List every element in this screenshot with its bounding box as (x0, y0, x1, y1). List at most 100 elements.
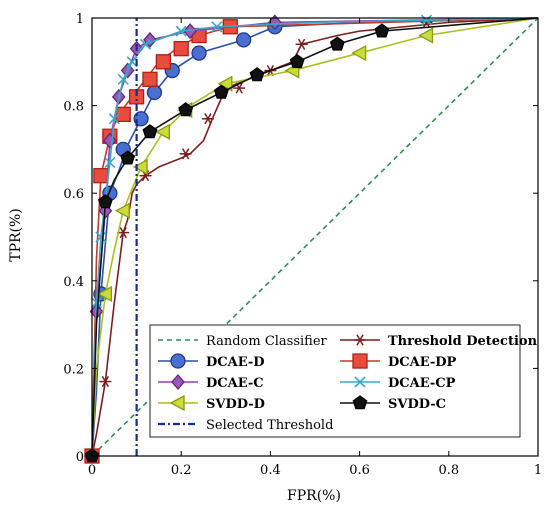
x-stroke (95, 231, 107, 243)
series-line-threshold-detection (91, 17, 539, 457)
x-tick-label: 0.2 (171, 463, 192, 478)
asterisk-stroke (235, 82, 243, 94)
x-stroke (420, 14, 433, 26)
x-stroke (108, 113, 120, 125)
legend-swatch-marker (354, 376, 366, 388)
legend-swatch-marker (352, 395, 368, 410)
svdd-c-point (374, 23, 390, 38)
svdd-d-point (132, 158, 148, 176)
svdd-c-point (213, 84, 229, 99)
threshold-detection-point (99, 375, 112, 388)
x-tick-label: 0.6 (349, 463, 370, 478)
svdd-d-point (418, 27, 434, 44)
x-stroke (211, 21, 223, 33)
asterisk-stroke (356, 334, 364, 346)
x-stroke (90, 297, 103, 309)
y-axis-label: TPR(%) (8, 208, 24, 262)
asterisk-stroke (119, 227, 127, 239)
legend-swatch-marker (354, 334, 366, 346)
legend-item-dcae-c: DCAE-C (158, 374, 264, 391)
legend-item-dcae-cp: DCAE-CP (340, 376, 456, 391)
legend-swatch-marker (352, 353, 368, 369)
dcae-d-point (235, 32, 252, 48)
dcae-cp-point (211, 21, 223, 33)
y-tick-label: 0.2 (63, 362, 84, 377)
dcae-cp-point (104, 156, 116, 169)
threshold-detection-point (295, 38, 308, 50)
asterisk-stroke (101, 375, 110, 388)
axes: 00 0.2 0.2 0.4 0.4 0.6 0.6 0.8 0.8 1 1 (63, 12, 542, 478)
svdd-c-point (142, 124, 158, 139)
threshold-detection-point (201, 113, 214, 125)
dcae-d-point (146, 84, 163, 101)
x-axis-label: FPR(%) (287, 488, 341, 504)
svdd-d-point (97, 285, 113, 303)
legend-label: SVDD-D (206, 397, 265, 412)
series-dcae-cp (90, 14, 539, 457)
legend-item-threshold-detection: Threshold Detection (340, 334, 538, 349)
x-stroke (104, 156, 116, 169)
threshold-detection-point (117, 227, 130, 239)
dcae-cp-point (108, 113, 120, 125)
svdd-c-point (289, 53, 305, 69)
svdd-c-point (120, 150, 136, 165)
legend-swatch-marker (171, 374, 185, 390)
legend-label: Random Classifier (206, 334, 328, 349)
dcae-dp-point (93, 168, 109, 184)
plot-frame (91, 17, 539, 457)
dcae-dp-point (115, 106, 131, 123)
legend-label: DCAE-C (206, 376, 264, 391)
legend-item-selected-threshold: Selected Threshold (158, 418, 333, 433)
svdd-d-point (154, 123, 171, 140)
asterisk-stroke (182, 148, 190, 160)
dcae-cp-point (117, 73, 129, 85)
legend-swatch-marker (169, 394, 185, 412)
series-svdd-c (84, 17, 539, 463)
x-stroke (354, 376, 366, 388)
dcae-dp-point (155, 54, 172, 70)
x-stroke (126, 56, 138, 68)
dcae-cp-point (175, 25, 187, 37)
svdd-c-point (97, 194, 113, 209)
legend-item-random-classifier: Random Classifier (158, 334, 328, 349)
series-layer (84, 14, 539, 464)
dcae-dp-point (173, 41, 189, 57)
y-tick-label: 1 (76, 12, 84, 27)
legend-label: SVDD-C (388, 397, 446, 412)
legend-item-svdd-c: SVDD-C (340, 395, 446, 412)
legend-item-svdd-d: SVDD-D (158, 394, 265, 412)
dcae-cp-point (126, 56, 138, 68)
asterisk-stroke (204, 113, 212, 125)
legend-label: DCAE-CP (388, 376, 456, 391)
x-tick-label: 1 (534, 463, 542, 478)
legend-label: DCAE-D (206, 355, 265, 370)
x-tick-label: 0.4 (260, 463, 281, 478)
y-tick-label: 0.4 (63, 275, 84, 290)
dcae-cp-point (139, 38, 152, 50)
svdd-c-point (329, 36, 345, 51)
y-tick-label: 0 (76, 450, 84, 465)
x-stroke (175, 25, 187, 37)
legend-item-dcae-d: DCAE-D (158, 353, 265, 370)
x-tick-label: 0.8 (438, 463, 459, 478)
legend-swatch-marker (170, 353, 186, 369)
dcae-d-point (191, 45, 207, 61)
dcae-cp-point (95, 231, 107, 243)
y-tick-label: 0.8 (63, 100, 84, 115)
dcae-cp-point (420, 14, 433, 26)
svdd-d-point (217, 75, 233, 92)
svdd-c-point (249, 67, 265, 82)
legend-label: Threshold Detection (388, 334, 538, 349)
svdd-d-point (114, 202, 130, 219)
legend-item-dcae-dp: DCAE-DP (340, 353, 457, 370)
x-stroke (139, 38, 152, 50)
x-tick-label: 0 (88, 463, 96, 478)
asterisk-stroke (297, 38, 306, 50)
legend: Random Classifier Threshold Detection DCAE… (149, 324, 538, 438)
svdd-c-point (178, 102, 194, 117)
dcae-cp-point (90, 297, 103, 309)
threshold-detection-point (179, 148, 192, 160)
y-tick-label: 0.6 (63, 187, 84, 202)
svdd-d-point (351, 44, 367, 62)
